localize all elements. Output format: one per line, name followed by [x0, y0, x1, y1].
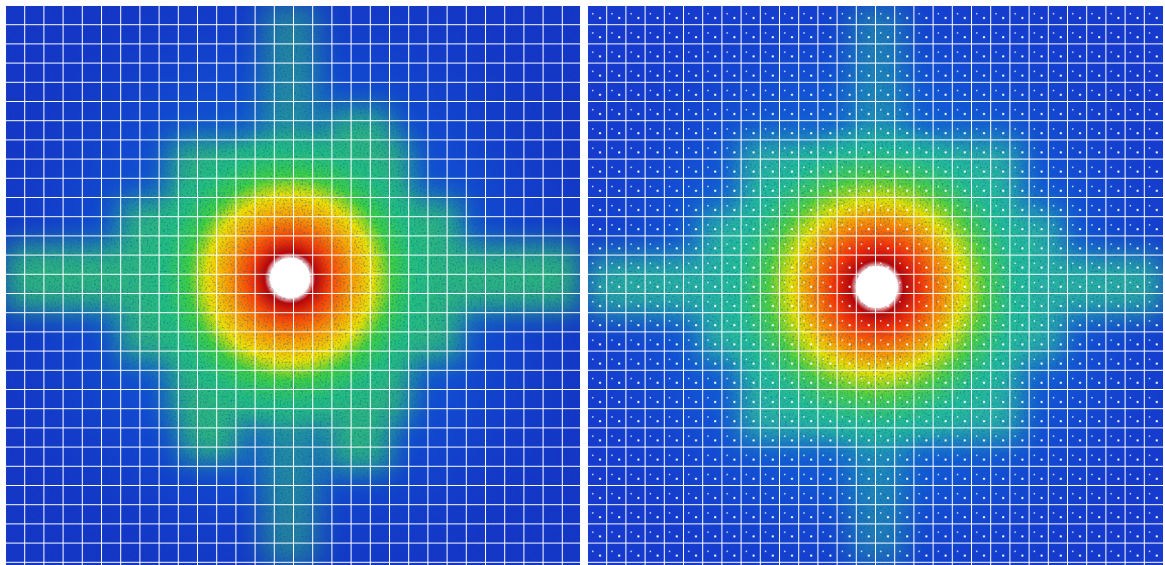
grid: [587, 5, 1163, 565]
grid: [5, 5, 580, 565]
left-panel: [5, 5, 580, 565]
right-panel: [587, 5, 1163, 565]
